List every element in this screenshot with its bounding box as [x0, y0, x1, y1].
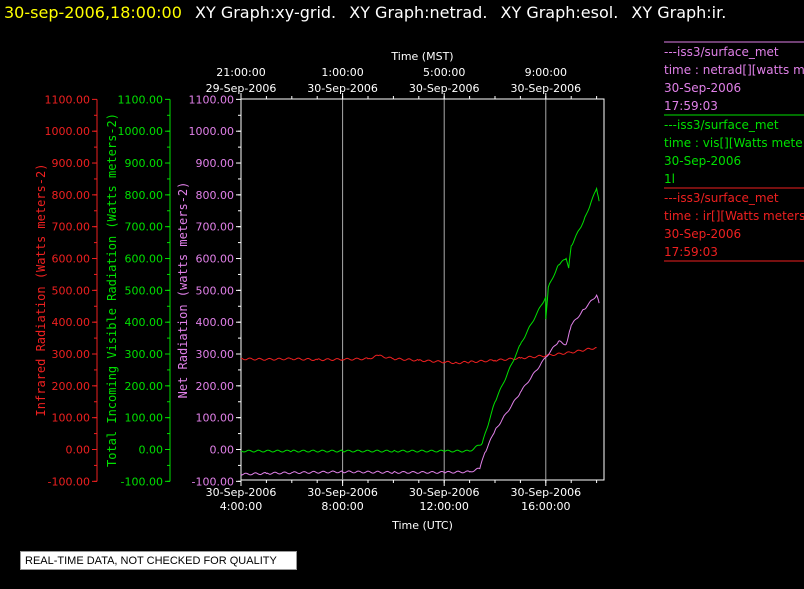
plot-frame [240, 98, 605, 481]
y-tick-label: 300.00 [125, 348, 164, 361]
x-top-tick-label-date: 29-Sep-2006 [206, 82, 277, 95]
y-tick-label: 1000.00 [45, 125, 91, 138]
y-tick-label: 0.00 [139, 444, 164, 457]
y-tick-label: 900.00 [52, 157, 91, 170]
y-tick-label: 100.00 [125, 412, 164, 425]
y-tick-label: 600.00 [52, 253, 91, 266]
graph-title-netrad: XY Graph:netrad. [349, 3, 488, 22]
legend-station: ---iss3/surface_met [664, 45, 779, 59]
y-tick-label: 700.00 [52, 221, 91, 234]
header-title: 30-sep-2006,18:00:00 XY Graph:xy-grid. X… [4, 3, 726, 22]
x-bottom-axis-title: Time (UTC) [391, 519, 453, 532]
legend-date: 30-Sep-2006 [664, 227, 741, 241]
y-tick-label: 200.00 [52, 380, 91, 393]
graph-title-esol: XY Graph:esol. [500, 3, 619, 22]
y-tick-label: 300.00 [52, 348, 91, 361]
y-tick-label: 1000.00 [118, 125, 164, 138]
y-tick-label: 400.00 [196, 316, 235, 329]
y-tick-label: 900.00 [125, 157, 164, 170]
y-tick-label: -100.00 [48, 475, 90, 488]
y-tick-label: 900.00 [196, 157, 235, 170]
legend-station: ---iss3/surface_met [664, 118, 779, 132]
legend-field: time : ir[][Watts meters [664, 209, 804, 223]
x-tick-label-date: 30-Sep-2006 [409, 486, 480, 499]
legend-date: 30-Sep-2006 [664, 154, 741, 168]
x-tick-label-date: 30-Sep-2006 [510, 486, 581, 499]
legend-time: 17:59:03 [664, 245, 718, 259]
y-tick-label: 600.00 [196, 253, 235, 266]
y-tick-label: 1100.00 [45, 93, 91, 106]
legend-date: 30-Sep-2006 [664, 81, 741, 95]
x-tick-label-date: 30-Sep-2006 [206, 486, 277, 499]
y-tick-label: 200.00 [125, 380, 164, 393]
y-axis-title: Net Radiation (watts meters-2) [176, 182, 190, 399]
x-tick-label-date: 30-Sep-2006 [307, 486, 378, 499]
y-tick-label: 600.00 [125, 253, 164, 266]
x-top-tick-label-time: 5:00:00 [423, 66, 465, 79]
y-tick-label: 1100.00 [118, 93, 164, 106]
quality-notice: REAL-TIME DATA, NOT CHECKED FOR QUALITY [20, 551, 297, 570]
series-line-vis [240, 186, 600, 453]
x-top-axis-title: Time (MST) [390, 50, 453, 63]
x-top-tick-label-time: 1:00:00 [321, 66, 363, 79]
y-tick-label: 400.00 [52, 316, 91, 329]
x-top-tick-label-date: 30-Sep-2006 [510, 82, 581, 95]
y-axis-title: Infrared Radiation (Watts meters-2) [34, 164, 48, 417]
y-tick-label: 1100.00 [189, 93, 235, 106]
y-tick-label: 400.00 [125, 316, 164, 329]
series-line-netrad [240, 293, 600, 476]
legend-field: time : netrad[][watts me [664, 63, 804, 77]
x-top-tick-label-time: 21:00:00 [216, 66, 265, 79]
y-tick-label: 0.00 [66, 444, 91, 457]
graph-title-ir: XY Graph:ir. [631, 3, 727, 22]
y-tick-label: 1000.00 [189, 125, 235, 138]
y-tick-label: 500.00 [52, 284, 91, 297]
y-tick-label: 800.00 [52, 189, 91, 202]
y-tick-label: 100.00 [52, 412, 91, 425]
y-tick-label: 700.00 [125, 221, 164, 234]
x-tick-label-time: 8:00:00 [321, 500, 363, 513]
y-tick-label: -100.00 [192, 475, 234, 488]
y-tick-label: 500.00 [196, 284, 235, 297]
series-line-ir [240, 346, 597, 365]
header-timestamp: 30-sep-2006,18:00:00 [4, 3, 182, 22]
x-top-tick-label-date: 30-Sep-2006 [307, 82, 378, 95]
legend-time: 1l [664, 172, 675, 186]
y-tick-label: -100.00 [121, 475, 163, 488]
legend-time: 17:59:03 [664, 99, 718, 113]
y-tick-label: 700.00 [196, 221, 235, 234]
y-tick-label: 800.00 [196, 189, 235, 202]
graph-title-xy-grid: XY Graph:xy-grid. [195, 3, 337, 22]
legend-field: time : vis[][Watts mete [664, 136, 803, 150]
y-tick-label: 300.00 [196, 348, 235, 361]
y-tick-label: 200.00 [196, 380, 235, 393]
y-tick-label: 500.00 [125, 284, 164, 297]
x-tick-label-time: 16:00:00 [521, 500, 570, 513]
x-tick-label-time: 12:00:00 [419, 500, 468, 513]
x-top-tick-label-date: 30-Sep-2006 [409, 82, 480, 95]
legend-station: ---iss3/surface_met [664, 191, 779, 205]
x-top-tick-label-time: 9:00:00 [525, 66, 567, 79]
x-tick-label-time: 4:00:00 [220, 500, 262, 513]
y-tick-label: 0.00 [210, 444, 235, 457]
y-axis-title: Total Incoming Visible Radiation (Watts … [105, 113, 119, 467]
y-tick-label: 800.00 [125, 189, 164, 202]
y-tick-label: 100.00 [196, 412, 235, 425]
